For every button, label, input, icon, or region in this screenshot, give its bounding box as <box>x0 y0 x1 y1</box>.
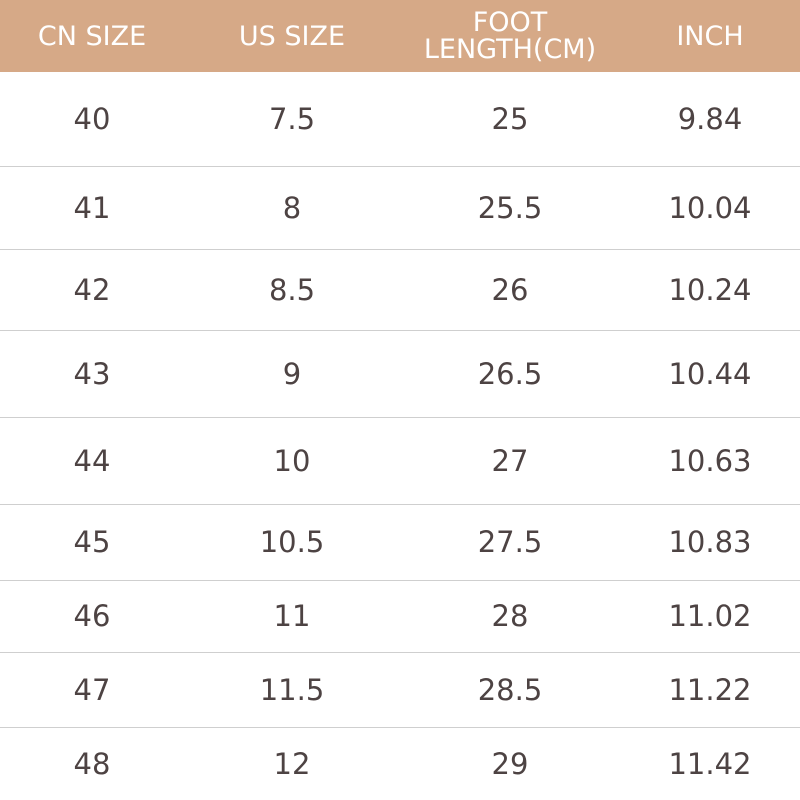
table-cell: 26.5 <box>477 356 543 391</box>
table-cell: 27.5 <box>477 525 543 559</box>
table-cell: 10 <box>273 443 311 478</box>
table-cell: 9.84 <box>677 102 743 136</box>
table-cell: 10.44 <box>668 356 752 391</box>
row-separator <box>0 652 800 653</box>
row-separator <box>0 504 800 505</box>
table-cell: 9 <box>282 356 302 391</box>
table-cell: 10.24 <box>668 272 752 307</box>
table-cell: 45 <box>73 525 111 559</box>
header-cell: FOOT LENGTH(CM) <box>423 7 597 65</box>
table-cell: 42 <box>73 272 111 307</box>
table-cell: 47 <box>73 672 111 707</box>
table-cell: 46 <box>73 599 111 633</box>
header-cell: CN SIZE <box>37 20 147 52</box>
table-cell: 11.5 <box>259 672 325 707</box>
table-cell: 11.02 <box>668 599 752 633</box>
table-cell: 25.5 <box>477 190 543 225</box>
table-cell: 43 <box>73 356 111 391</box>
table-cell: 11.42 <box>668 746 752 781</box>
table-cell: 11 <box>273 599 311 633</box>
header-cell: INCH <box>676 20 744 52</box>
table-cell: 12 <box>273 746 311 781</box>
table-cell: 10.63 <box>668 443 752 478</box>
table-cell: 10.04 <box>668 190 752 225</box>
row-separator <box>0 417 800 418</box>
table-cell: 8 <box>282 190 302 225</box>
table-cell: 41 <box>73 190 111 225</box>
row-separator <box>0 330 800 331</box>
table-cell: 28.5 <box>477 672 543 707</box>
table-cell: 27 <box>491 443 529 478</box>
header-band <box>0 0 800 72</box>
table-cell: 44 <box>73 443 111 478</box>
row-separator <box>0 727 800 728</box>
table-cell: 28 <box>491 599 529 633</box>
table-cell: 8.5 <box>268 272 316 307</box>
table-cell: 11.22 <box>668 672 752 707</box>
row-separator <box>0 166 800 167</box>
row-separator <box>0 580 800 581</box>
table-cell: 40 <box>73 102 111 136</box>
table-cell: 26 <box>491 272 529 307</box>
table-cell: 7.5 <box>268 102 316 136</box>
table-cell: 10.83 <box>668 525 752 559</box>
table-cell: 29 <box>491 746 529 781</box>
header-cell: US SIZE <box>238 20 346 52</box>
row-separator <box>0 249 800 250</box>
table-cell: 10.5 <box>259 525 325 559</box>
table-cell: 48 <box>73 746 111 781</box>
table-cell: 25 <box>491 102 529 136</box>
